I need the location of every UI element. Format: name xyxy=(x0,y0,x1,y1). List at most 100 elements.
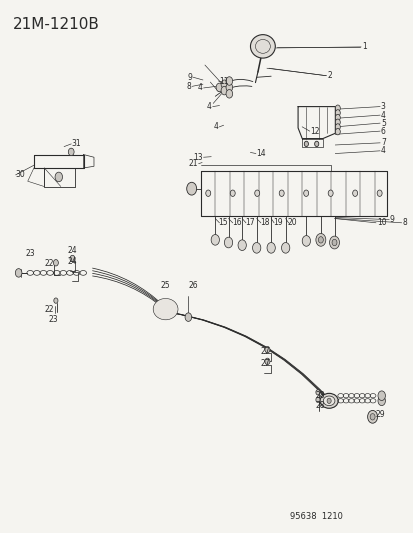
Text: 19: 19 xyxy=(273,219,282,227)
Text: 11: 11 xyxy=(219,77,228,85)
Circle shape xyxy=(211,235,219,245)
Circle shape xyxy=(225,90,232,98)
Circle shape xyxy=(303,190,308,196)
Ellipse shape xyxy=(154,300,177,319)
Circle shape xyxy=(266,243,275,253)
Text: 24: 24 xyxy=(67,246,76,255)
Text: 29: 29 xyxy=(375,410,385,419)
Text: 23: 23 xyxy=(26,249,35,257)
Text: 95638  1210: 95638 1210 xyxy=(289,512,342,521)
Circle shape xyxy=(264,358,269,365)
Text: 9: 9 xyxy=(389,215,394,224)
Circle shape xyxy=(331,239,336,246)
Circle shape xyxy=(369,414,374,420)
Ellipse shape xyxy=(158,303,173,316)
Text: 14: 14 xyxy=(256,149,266,158)
Circle shape xyxy=(15,269,22,277)
Text: 20: 20 xyxy=(287,219,297,227)
Circle shape xyxy=(335,115,339,121)
Text: 4: 4 xyxy=(206,102,211,111)
Circle shape xyxy=(318,237,323,243)
Text: 7: 7 xyxy=(380,139,385,147)
Text: 4: 4 xyxy=(213,123,218,131)
Ellipse shape xyxy=(153,298,178,320)
Circle shape xyxy=(315,390,319,395)
Text: 2: 2 xyxy=(326,71,331,80)
Circle shape xyxy=(70,255,75,262)
Circle shape xyxy=(205,190,210,196)
Circle shape xyxy=(224,237,232,248)
Text: 4: 4 xyxy=(197,84,202,92)
Circle shape xyxy=(367,410,377,423)
Circle shape xyxy=(328,190,332,196)
Circle shape xyxy=(162,305,168,313)
Text: 10: 10 xyxy=(376,219,385,227)
Text: 1: 1 xyxy=(361,43,366,51)
Circle shape xyxy=(377,396,385,406)
Circle shape xyxy=(335,105,339,111)
Circle shape xyxy=(315,397,319,402)
Circle shape xyxy=(225,83,232,92)
Circle shape xyxy=(377,391,385,400)
Text: 15: 15 xyxy=(218,219,228,227)
Text: 23: 23 xyxy=(49,316,58,324)
Text: 6: 6 xyxy=(380,127,385,135)
Text: 13: 13 xyxy=(193,153,202,161)
Circle shape xyxy=(301,236,310,246)
Circle shape xyxy=(329,236,339,249)
Text: 28: 28 xyxy=(315,391,324,400)
Text: 24: 24 xyxy=(67,257,76,265)
Circle shape xyxy=(252,243,260,253)
Text: 4: 4 xyxy=(380,147,385,155)
Circle shape xyxy=(55,172,62,182)
Text: 27: 27 xyxy=(260,348,270,356)
Ellipse shape xyxy=(323,396,334,406)
Circle shape xyxy=(335,124,339,130)
Circle shape xyxy=(216,83,222,92)
Circle shape xyxy=(335,128,339,135)
Text: 3: 3 xyxy=(380,102,385,111)
Circle shape xyxy=(54,298,58,303)
Text: 12: 12 xyxy=(310,127,319,135)
Circle shape xyxy=(281,243,289,253)
Circle shape xyxy=(326,398,330,403)
Circle shape xyxy=(221,86,227,95)
Circle shape xyxy=(237,240,246,251)
Circle shape xyxy=(230,190,235,196)
Circle shape xyxy=(278,190,283,196)
Ellipse shape xyxy=(250,35,275,58)
Circle shape xyxy=(225,77,232,85)
Text: 16: 16 xyxy=(231,219,241,227)
Circle shape xyxy=(221,80,227,88)
Circle shape xyxy=(314,141,318,147)
Text: 25: 25 xyxy=(160,281,170,289)
Circle shape xyxy=(254,190,259,196)
Circle shape xyxy=(185,313,191,321)
Text: 8: 8 xyxy=(401,219,406,227)
Text: 22: 22 xyxy=(45,305,54,313)
Circle shape xyxy=(315,233,325,246)
Text: 26: 26 xyxy=(188,281,197,289)
Circle shape xyxy=(335,110,339,116)
Text: 31: 31 xyxy=(71,140,81,148)
Text: 4: 4 xyxy=(380,111,385,119)
Text: 30: 30 xyxy=(16,171,26,179)
Text: 21: 21 xyxy=(188,159,197,168)
Text: 21M-1210B: 21M-1210B xyxy=(12,17,99,32)
Circle shape xyxy=(264,346,269,353)
Text: 27: 27 xyxy=(260,359,270,368)
Text: 17: 17 xyxy=(244,219,254,227)
Text: 28: 28 xyxy=(315,401,324,409)
Circle shape xyxy=(352,190,357,196)
Text: 9: 9 xyxy=(187,73,192,82)
Circle shape xyxy=(304,141,308,147)
Text: 22: 22 xyxy=(45,260,54,268)
Circle shape xyxy=(68,148,74,156)
Circle shape xyxy=(376,190,381,196)
Text: 5: 5 xyxy=(380,119,385,127)
Circle shape xyxy=(53,260,58,266)
Text: 8: 8 xyxy=(186,82,191,91)
Circle shape xyxy=(186,182,196,195)
Text: 18: 18 xyxy=(259,219,269,227)
Ellipse shape xyxy=(319,393,337,408)
